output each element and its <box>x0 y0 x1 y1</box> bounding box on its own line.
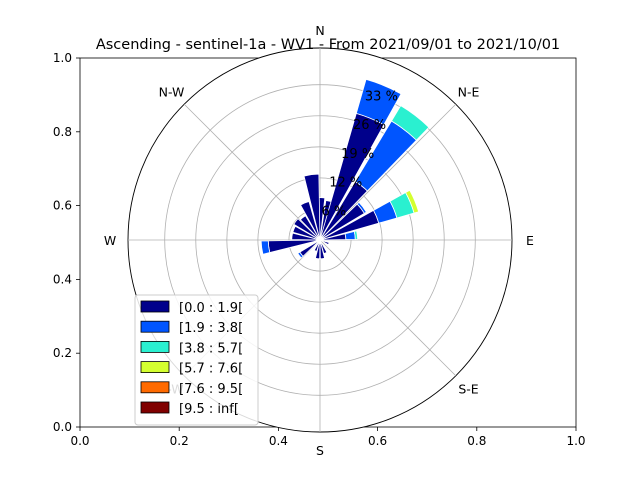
radial-tick-label: 26 % <box>353 118 386 133</box>
radial-tick-label: 6 % <box>322 204 347 219</box>
legend-label: [0.0 : 1.9[ <box>179 301 243 316</box>
x-tick-label: 0.4 <box>269 434 288 448</box>
angular-gridlines <box>128 48 512 432</box>
windrose-bar <box>319 239 328 255</box>
radial-tick-label: 19 % <box>341 147 374 162</box>
x-tick-label: 0.6 <box>368 434 387 448</box>
y-tick-label: 0.6 <box>53 199 72 213</box>
direction-label: W <box>104 233 116 248</box>
direction-label: E <box>526 233 534 248</box>
legend-label: [1.9 : 3.8[ <box>179 321 243 336</box>
windrose-bar <box>319 239 330 246</box>
windrose-bar <box>405 189 420 214</box>
radial-tick-label: 12 % <box>329 176 362 191</box>
legend-swatch <box>140 361 170 374</box>
legend-label: [5.7 : 7.6[ <box>179 362 243 377</box>
windrose-bar <box>390 105 430 141</box>
windrose-bar <box>356 201 367 214</box>
legend-swatch <box>140 300 170 313</box>
direction-label: S <box>316 443 324 458</box>
radial-tick-labels: 6 % 12 % 19 % 26 % 33 % <box>322 90 398 220</box>
legend-swatch <box>140 381 170 394</box>
x-axis-ticks: 0.0 0.2 0.4 0.6 0.8 1.0 <box>70 427 586 448</box>
windrose-bar <box>355 78 402 126</box>
legend-label: [3.8 : 5.7[ <box>179 341 243 356</box>
x-tick-label: 0.8 <box>467 434 486 448</box>
windrose-bar <box>292 225 321 241</box>
y-axis-ticks: 0.0 0.2 0.4 0.6 0.8 1.0 <box>53 51 80 434</box>
direction-label: N <box>315 23 324 38</box>
y-tick-label: 1.0 <box>53 51 72 65</box>
windrose-bar <box>303 173 321 241</box>
angular-gridline <box>319 103 457 241</box>
windrose-bar <box>299 215 321 241</box>
x-tick-label: 0.2 <box>170 434 189 448</box>
y-tick-label: 0.2 <box>53 346 72 360</box>
windrose-bar <box>297 251 304 259</box>
legend-swatch <box>140 320 170 333</box>
chart-title: Ascending - sentinel-1a - WV1 - From 202… <box>96 37 560 53</box>
windrose-bar <box>293 218 321 241</box>
windrose-bars <box>260 78 430 260</box>
legend-label: [9.5 : inf[ <box>179 402 239 417</box>
direction-label: N-E <box>458 85 480 100</box>
legend-swatch <box>140 401 170 414</box>
angular-gridline <box>183 103 321 241</box>
y-tick-label: 0.8 <box>53 125 72 139</box>
direction-label: S-E <box>458 381 478 396</box>
y-tick-label: 0.4 <box>53 272 72 286</box>
legend-swatch <box>140 340 170 353</box>
windrose-bar <box>313 239 321 252</box>
radial-tick-label: 33 % <box>365 90 398 105</box>
windrose-bar <box>319 239 326 260</box>
angular-gridline <box>319 239 457 377</box>
windrose-bar <box>353 230 359 240</box>
x-tick-label: 1.0 <box>566 434 585 448</box>
legend: [0.0 : 1.9[ [1.9 : 3.8[ [3.8 : 5.7[ [5.7 : … <box>134 294 259 426</box>
direction-label: N-W <box>159 85 185 100</box>
windrose-bar <box>300 201 321 241</box>
x-tick-label: 0.0 <box>70 434 89 448</box>
y-tick-label: 0.0 <box>53 420 72 434</box>
windrose-bar <box>260 240 271 255</box>
legend-label: [7.6 : 9.5[ <box>179 382 243 397</box>
